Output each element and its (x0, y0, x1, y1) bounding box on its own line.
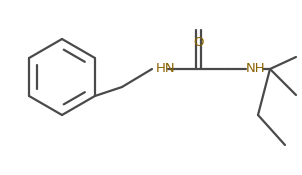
Text: O: O (193, 36, 203, 49)
Text: NH: NH (246, 62, 266, 75)
Text: HN: HN (156, 62, 176, 75)
